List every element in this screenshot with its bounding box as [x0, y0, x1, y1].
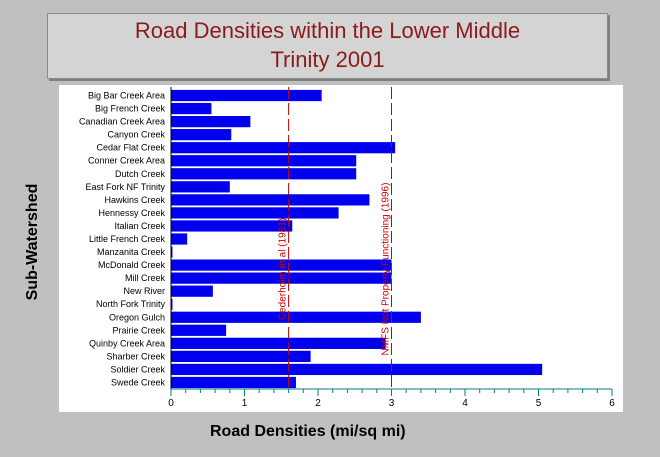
bar — [171, 376, 296, 389]
bar — [171, 233, 188, 245]
bar — [171, 155, 357, 167]
x-tick-label: 6 — [609, 398, 615, 409]
category-label: Sharber Creek — [106, 351, 165, 361]
bar — [171, 272, 392, 284]
category-label: Hennessy Creek — [98, 208, 165, 218]
bar — [171, 142, 396, 154]
category-label: Big Bar Creek Area — [88, 91, 165, 101]
chart-title-box: Road Densities within the Lower Middle T… — [47, 13, 608, 79]
x-axis-label: Road Densities (mi/sq mi) — [210, 423, 406, 440]
bar — [171, 207, 339, 219]
bar — [171, 129, 232, 141]
x-tick-label: 0 — [168, 398, 174, 409]
plot-area — [59, 85, 623, 412]
chart-title-line-1: Road Densities within the Lower Middle — [134, 18, 521, 43]
bar — [171, 337, 386, 349]
category-label: Prairie Creek — [112, 325, 165, 335]
category-label: Canyon Creek — [107, 130, 165, 140]
reference-line-label: NMFS Not Properly Functioning (1996) — [381, 183, 392, 356]
category-label: Big French Creek — [95, 104, 166, 114]
category-label: Oregon Gulch — [109, 312, 165, 322]
bar — [171, 246, 173, 258]
bar — [171, 102, 212, 115]
category-label: McDonald Creek — [98, 260, 166, 270]
category-label: East Fork NF Trinity — [85, 182, 165, 192]
bar — [171, 116, 251, 128]
x-tick-label: 1 — [242, 398, 248, 409]
category-label: Cedar Flat Creek — [96, 143, 165, 153]
bar — [171, 89, 322, 102]
category-label: Soldier Creek — [110, 364, 165, 374]
category-label: Hawkins Creek — [104, 195, 165, 205]
x-tick-label: 3 — [389, 398, 395, 409]
x-tick-label: 5 — [536, 398, 542, 409]
category-label: North Fork Trinity — [96, 299, 166, 309]
category-label: Little French Creek — [89, 234, 166, 244]
category-label: Manzanita Creek — [97, 247, 166, 257]
category-label: Mill Creek — [125, 273, 166, 283]
x-tick-label: 2 — [315, 398, 321, 409]
bar — [171, 311, 421, 323]
category-label: New River — [123, 286, 165, 296]
category-label: Canadian Creek Area — [79, 117, 165, 127]
chart-title-line-2: Trinity 2001 — [270, 47, 385, 72]
bar — [171, 181, 230, 193]
bar — [171, 194, 370, 206]
category-label: Quinby Creek Area — [89, 338, 165, 348]
bar — [171, 168, 357, 180]
bar — [171, 298, 173, 310]
reference-line-label: Cederholm et al (1981) — [278, 218, 289, 320]
bar — [171, 259, 392, 271]
category-label: Conner Creek Area — [88, 156, 165, 166]
bar — [171, 285, 213, 297]
category-label: Swede Creek — [111, 377, 166, 387]
category-label: Italian Creek — [114, 221, 165, 231]
bar — [171, 350, 311, 362]
bar — [171, 220, 293, 232]
x-tick-label: 4 — [462, 398, 468, 409]
category-label: Dutch Creek — [115, 169, 166, 179]
bar — [171, 324, 227, 336]
bar — [171, 363, 543, 376]
